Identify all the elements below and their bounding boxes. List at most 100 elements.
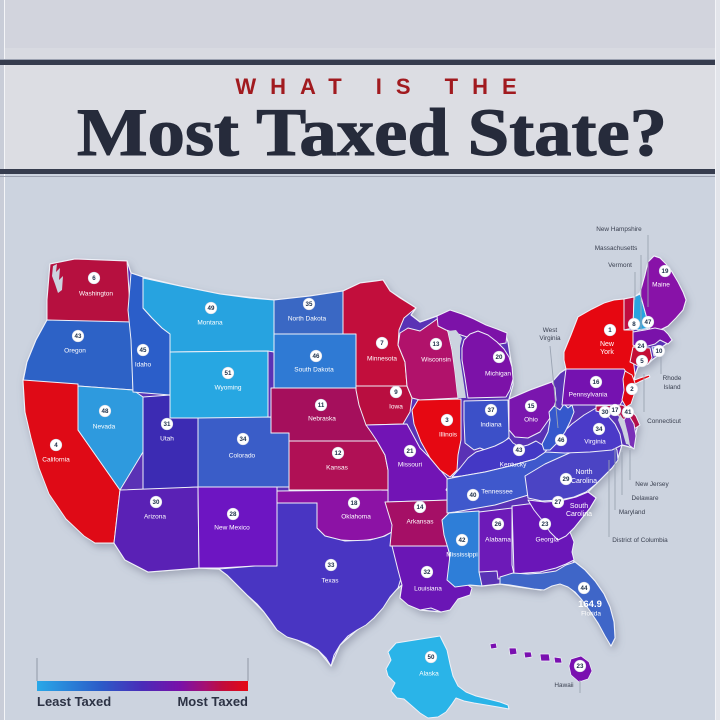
svg-text:21: 21: [407, 448, 414, 455]
svg-text:37: 37: [488, 407, 495, 414]
svg-text:Most Taxed: Most Taxed: [177, 694, 248, 709]
svg-text:South Dakota: South Dakota: [294, 366, 334, 373]
svg-text:Nebraska: Nebraska: [308, 415, 336, 422]
svg-text:13: 13: [433, 341, 440, 348]
svg-text:34: 34: [596, 426, 603, 433]
svg-text:Virginia: Virginia: [539, 335, 561, 342]
svg-text:California: California: [42, 456, 70, 463]
svg-text:Ohio: Ohio: [524, 416, 538, 423]
svg-text:Carolina: Carolina: [566, 511, 592, 518]
svg-text:5: 5: [640, 358, 644, 365]
svg-text:New Mexico: New Mexico: [214, 524, 250, 531]
svg-text:New Jersey: New Jersey: [635, 481, 669, 488]
svg-text:2: 2: [630, 386, 634, 393]
svg-text:South: South: [570, 503, 588, 510]
svg-text:47: 47: [645, 319, 652, 326]
svg-text:Oklahoma: Oklahoma: [341, 513, 371, 520]
svg-text:44: 44: [581, 585, 588, 592]
svg-text:York: York: [600, 349, 614, 356]
svg-text:26: 26: [495, 521, 502, 528]
svg-text:Missouri: Missouri: [398, 461, 422, 468]
svg-text:20: 20: [496, 354, 503, 361]
svg-text:Alaska: Alaska: [419, 670, 439, 677]
svg-text:Georgia: Georgia: [535, 536, 559, 543]
svg-text:48: 48: [102, 408, 109, 415]
svg-text:Nevada: Nevada: [93, 423, 116, 430]
svg-text:50: 50: [428, 654, 435, 661]
svg-text:49: 49: [208, 305, 215, 312]
svg-text:Connecticut: Connecticut: [647, 418, 681, 425]
svg-text:Michigan: Michigan: [485, 370, 511, 377]
svg-text:Oregon: Oregon: [64, 347, 86, 354]
svg-text:16: 16: [593, 379, 600, 386]
svg-text:Iowa: Iowa: [389, 403, 403, 410]
svg-text:Arkansas: Arkansas: [406, 518, 434, 525]
svg-text:9: 9: [394, 389, 398, 396]
svg-text:7: 7: [380, 340, 384, 347]
svg-text:Florida: Florida: [581, 610, 601, 617]
svg-text:10: 10: [656, 348, 663, 355]
svg-text:30: 30: [153, 499, 160, 506]
svg-text:4: 4: [54, 442, 58, 449]
svg-text:17: 17: [612, 407, 619, 414]
svg-text:Massachusetts: Massachusetts: [595, 245, 638, 252]
svg-text:33: 33: [328, 562, 335, 569]
svg-text:Pennsylvania: Pennsylvania: [569, 391, 608, 398]
svg-text:46: 46: [558, 437, 565, 444]
svg-text:North Dakota: North Dakota: [288, 315, 327, 322]
svg-text:12: 12: [335, 450, 342, 457]
svg-text:Vermont: Vermont: [608, 262, 632, 269]
svg-text:29: 29: [563, 476, 570, 483]
svg-text:Colorado: Colorado: [229, 452, 256, 459]
svg-text:West: West: [543, 327, 558, 334]
svg-text:Carolina: Carolina: [571, 478, 597, 485]
svg-text:31: 31: [164, 421, 171, 428]
svg-text:42: 42: [459, 537, 466, 544]
svg-text:Maine: Maine: [652, 281, 670, 288]
svg-text:30: 30: [602, 409, 609, 416]
svg-text:1: 1: [608, 327, 612, 334]
svg-text:Montana: Montana: [197, 319, 223, 326]
svg-text:164.9: 164.9: [578, 599, 602, 610]
svg-text:11: 11: [318, 402, 325, 409]
svg-text:3: 3: [445, 417, 449, 424]
svg-text:New: New: [600, 341, 615, 348]
svg-text:District of Columbia: District of Columbia: [612, 537, 668, 544]
svg-text:Tennessee: Tennessee: [481, 488, 513, 495]
svg-text:8: 8: [632, 321, 636, 328]
svg-text:Utah: Utah: [160, 435, 174, 442]
svg-text:Alabama: Alabama: [485, 536, 511, 543]
svg-text:32: 32: [424, 569, 431, 576]
svg-text:North: North: [575, 469, 592, 476]
svg-text:Virginia: Virginia: [584, 438, 606, 445]
svg-text:Hawaii: Hawaii: [554, 682, 573, 689]
svg-text:New Hampshire: New Hampshire: [596, 226, 642, 233]
svg-text:Washington: Washington: [79, 290, 113, 297]
svg-text:Indiana: Indiana: [480, 421, 502, 428]
svg-text:45: 45: [140, 347, 147, 354]
svg-text:43: 43: [75, 333, 82, 340]
svg-text:Idaho: Idaho: [135, 361, 152, 368]
svg-text:Arizona: Arizona: [144, 513, 166, 520]
svg-text:Least Taxed: Least Taxed: [37, 694, 111, 709]
svg-text:40: 40: [470, 492, 477, 499]
svg-text:Minnesota: Minnesota: [367, 355, 397, 362]
svg-text:Illinois: Illinois: [439, 431, 458, 438]
svg-text:51: 51: [225, 370, 232, 377]
svg-text:Maryland: Maryland: [619, 509, 646, 516]
svg-text:27: 27: [555, 499, 562, 506]
svg-text:Louisiana: Louisiana: [414, 585, 442, 592]
svg-text:24: 24: [638, 343, 645, 350]
svg-text:Delaware: Delaware: [632, 495, 659, 502]
svg-text:Rhode: Rhode: [663, 375, 682, 382]
svg-text:18: 18: [351, 500, 358, 507]
svg-text:19: 19: [662, 268, 669, 275]
svg-text:15: 15: [528, 403, 535, 410]
svg-text:35: 35: [306, 301, 313, 308]
svg-text:34: 34: [240, 436, 247, 443]
svg-text:46: 46: [313, 353, 320, 360]
svg-text:23: 23: [542, 521, 549, 528]
svg-text:Texas: Texas: [322, 577, 340, 584]
svg-text:6: 6: [92, 275, 96, 282]
svg-text:28: 28: [230, 511, 237, 518]
